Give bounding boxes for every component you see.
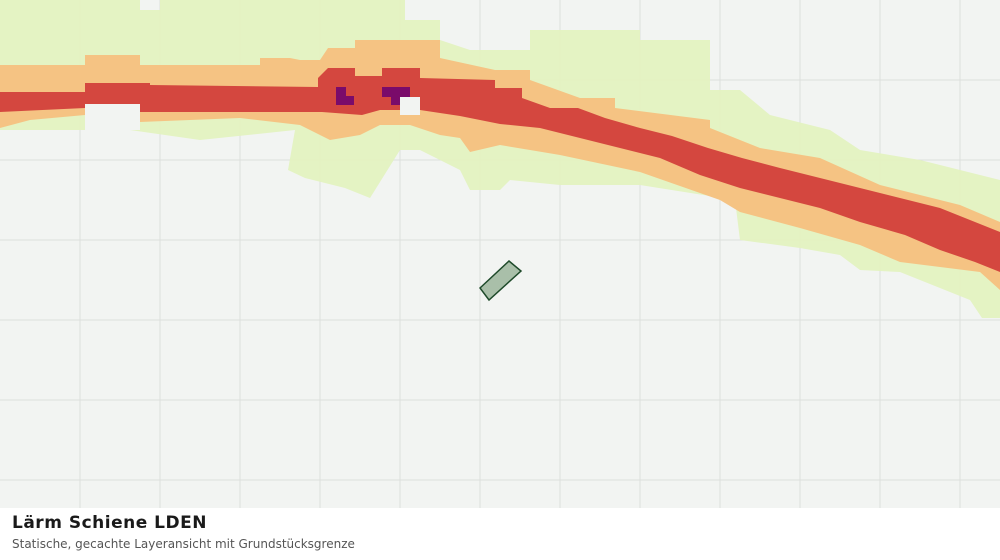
legend-footer: Lärm Schiene LDEN Statische, gecachte La… xyxy=(0,508,1000,560)
map-gap xyxy=(85,104,140,130)
layer-title: Lärm Schiene LDEN xyxy=(12,513,207,533)
layer-subtitle: Statische, gecachte Layeransicht mit Gru… xyxy=(12,537,355,551)
map-gap xyxy=(400,97,420,115)
parcel-boundary xyxy=(478,260,523,302)
map xyxy=(0,0,1000,508)
noise-zone-high xyxy=(0,68,1000,272)
noise-zone-very-high xyxy=(336,87,410,105)
